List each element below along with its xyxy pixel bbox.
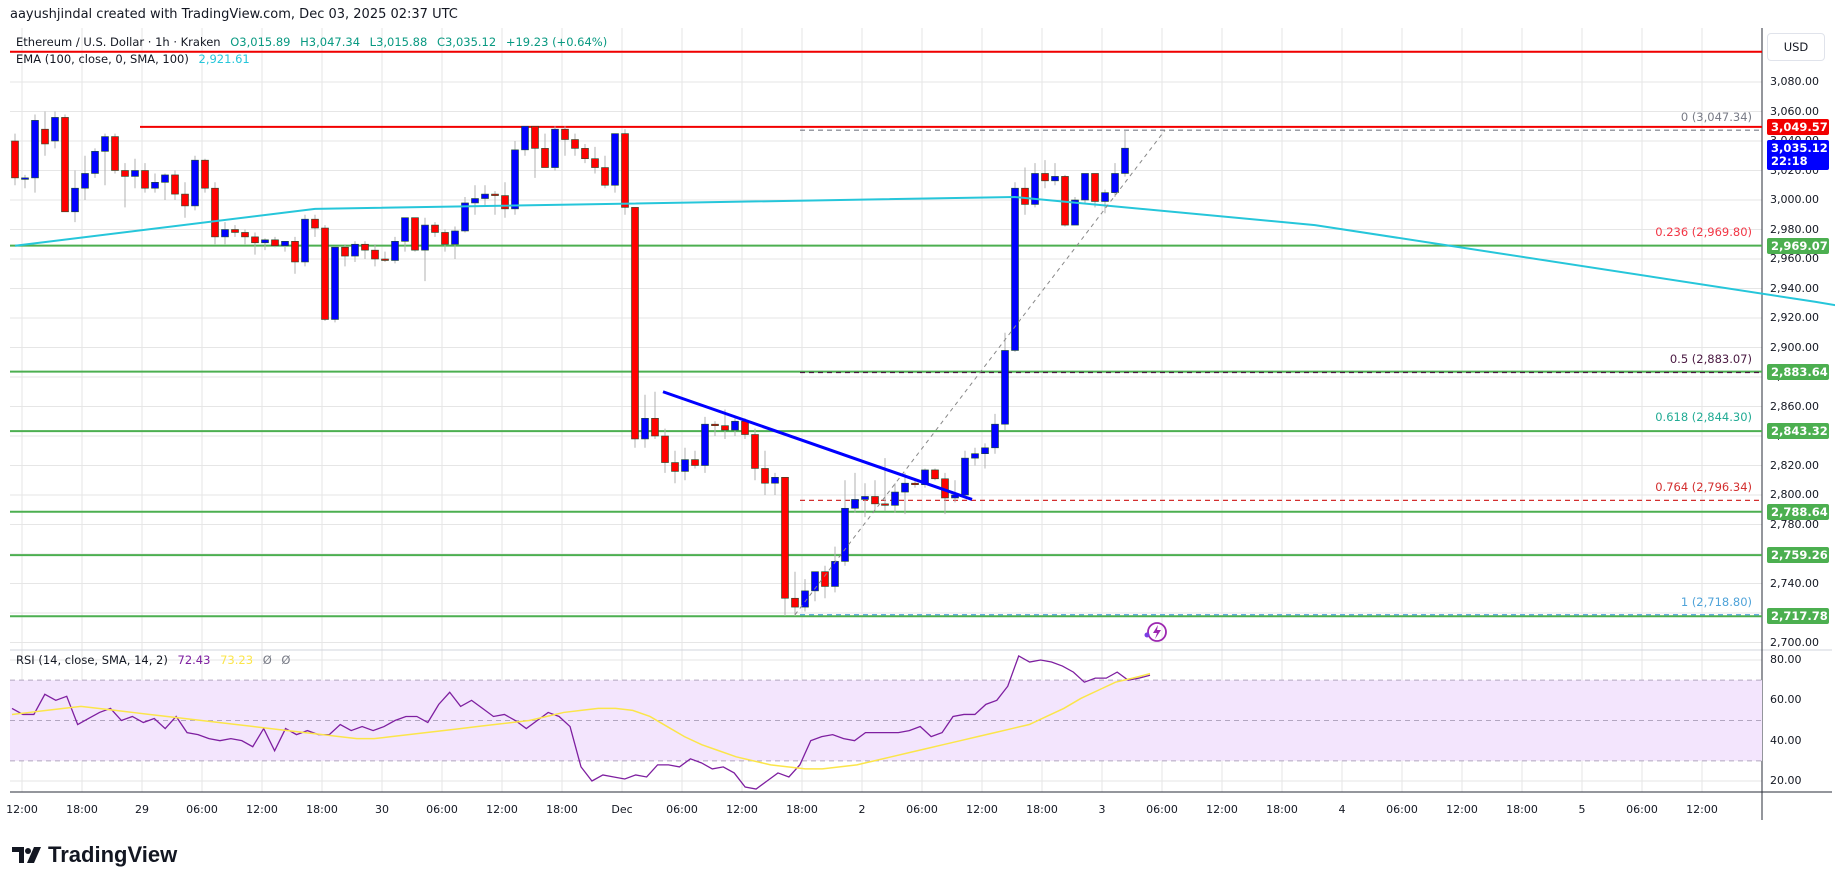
time-tick: 18:00 bbox=[1026, 803, 1058, 816]
time-tick: 18:00 bbox=[546, 803, 578, 816]
ohlc-change: +19.23 (+0.64%) bbox=[505, 35, 608, 49]
ohlc-low: L3,015.88 bbox=[369, 35, 428, 49]
price-tick: 2,820.00 bbox=[1770, 458, 1819, 472]
fib-level-label: 0.5 (2,883.07) bbox=[1669, 352, 1752, 367]
time-tick: 18:00 bbox=[306, 803, 338, 816]
fib-level-label: 1 (2,718.80) bbox=[1680, 594, 1752, 609]
price-tick: 3,060.00 bbox=[1770, 104, 1819, 118]
time-tick: 18:00 bbox=[1266, 803, 1298, 816]
time-tick: 06:00 bbox=[186, 803, 218, 816]
rsi-tick: 40.00 bbox=[1770, 733, 1802, 747]
rsi-extra-1: Ø bbox=[262, 653, 272, 667]
time-tick: 12:00 bbox=[966, 803, 998, 816]
price-tick: 2,780.00 bbox=[1770, 517, 1819, 531]
time-tick: 12:00 bbox=[1206, 803, 1238, 816]
price-level-tag: 2,717.78 bbox=[1767, 608, 1829, 625]
rsi-extra-2: Ø bbox=[281, 653, 291, 667]
symbol-legend: Ethereum / U.S. Dollar · 1h · Kraken O3,… bbox=[16, 35, 607, 49]
price-level-tag: 2,759.26 bbox=[1767, 547, 1829, 564]
price-level-tag: 2,788.64 bbox=[1767, 503, 1829, 520]
tradingview-logo[interactable]: TradingView bbox=[12, 842, 177, 868]
lightning-alert-icon[interactable] bbox=[1144, 622, 1167, 642]
ema-value: 2,921.61 bbox=[198, 52, 250, 66]
time-tick: 5 bbox=[1578, 803, 1586, 816]
time-tick: 12:00 bbox=[1686, 803, 1718, 816]
rsi-tick: 60.00 bbox=[1770, 693, 1802, 707]
last-price: 3,035.12 bbox=[1771, 141, 1828, 155]
fib-level-label: 0.236 (2,969.80) bbox=[1655, 224, 1752, 239]
price-tick: 2,700.00 bbox=[1770, 635, 1819, 649]
ohlc-high: H3,047.34 bbox=[300, 35, 361, 49]
time-tick: 2 bbox=[858, 803, 866, 816]
price-tick: 2,800.00 bbox=[1770, 488, 1819, 501]
fib-level-label: 0.618 (2,844.30) bbox=[1655, 409, 1752, 424]
time-tick: 12:00 bbox=[486, 803, 518, 816]
rsi-label: RSI (14, close, SMA, 14, 2) bbox=[16, 653, 168, 667]
time-tick: 06:00 bbox=[1386, 803, 1418, 816]
symbol-title[interactable]: Ethereum / U.S. Dollar · 1h · Kraken bbox=[16, 35, 221, 49]
ohlc-open: O3,015.89 bbox=[230, 35, 291, 49]
time-tick: 3 bbox=[1098, 803, 1106, 816]
time-tick: 06:00 bbox=[1626, 803, 1658, 816]
time-tick: 12:00 bbox=[246, 803, 278, 816]
price-tick: 3,080.00 bbox=[1770, 75, 1819, 88]
time-tick: 18:00 bbox=[786, 803, 818, 816]
price-tick: 2,940.00 bbox=[1770, 281, 1819, 295]
price-tick: 2,740.00 bbox=[1770, 576, 1819, 590]
time-tick: 4 bbox=[1338, 803, 1346, 816]
last-price-tag: 3,035.12 22:18 bbox=[1767, 140, 1829, 170]
time-tick: 30 bbox=[375, 803, 389, 816]
rsi-legend[interactable]: RSI (14, close, SMA, 14, 2) 72.43 73.23 … bbox=[16, 653, 290, 667]
rsi-tick: 80.00 bbox=[1770, 653, 1802, 666]
time-tick: Dec bbox=[611, 803, 633, 816]
time-tick: 12:00 bbox=[726, 803, 758, 816]
time-tick: 06:00 bbox=[906, 803, 938, 816]
time-tick: 18:00 bbox=[66, 803, 98, 816]
price-level-tag: 2,969.07 bbox=[1767, 237, 1829, 254]
time-tick: 06:00 bbox=[1146, 803, 1178, 816]
time-tick: 12:00 bbox=[1446, 803, 1478, 816]
price-tick: 2,960.00 bbox=[1770, 252, 1819, 265]
ohlc-close: C3,035.12 bbox=[436, 35, 497, 49]
time-tick: 12:00 bbox=[6, 803, 38, 816]
price-level-tag: 2,883.64 bbox=[1767, 363, 1829, 380]
price-tick: 2,980.00 bbox=[1770, 222, 1819, 236]
rsi-sma-value: 73.23 bbox=[220, 653, 254, 667]
time-tick: 18:00 bbox=[1506, 803, 1538, 816]
price-tick: 3,000.00 bbox=[1770, 193, 1819, 206]
rsi-value: 72.43 bbox=[177, 653, 211, 667]
price-tick: 2,860.00 bbox=[1770, 399, 1819, 413]
bar-countdown: 22:18 bbox=[1771, 154, 1808, 168]
ema-legend[interactable]: EMA (100, close, 0, SMA, 100) 2,921.61 bbox=[16, 52, 250, 66]
price-tick: 2,920.00 bbox=[1770, 311, 1819, 324]
rsi-tick: 20.00 bbox=[1770, 774, 1802, 787]
price-tick: 2,900.00 bbox=[1770, 340, 1819, 354]
fib-level-label: 0 (3,047.34) bbox=[1680, 110, 1752, 125]
time-tick: 29 bbox=[135, 803, 149, 816]
price-level-tag: 2,843.32 bbox=[1767, 423, 1829, 440]
time-tick: 06:00 bbox=[666, 803, 698, 816]
ema-label: EMA (100, close, 0, SMA, 100) bbox=[16, 52, 189, 66]
chart-credit: aayushjindal created with TradingView.co… bbox=[10, 7, 458, 22]
fib-level-label: 0.764 (2,796.34) bbox=[1655, 480, 1752, 495]
brand-name: TradingView bbox=[48, 842, 178, 867]
time-tick: 06:00 bbox=[426, 803, 458, 816]
tradingview-logo-icon bbox=[12, 847, 41, 863]
currency-button[interactable]: USD bbox=[1767, 33, 1825, 61]
price-level-tag: 3,049.57 bbox=[1767, 118, 1829, 135]
